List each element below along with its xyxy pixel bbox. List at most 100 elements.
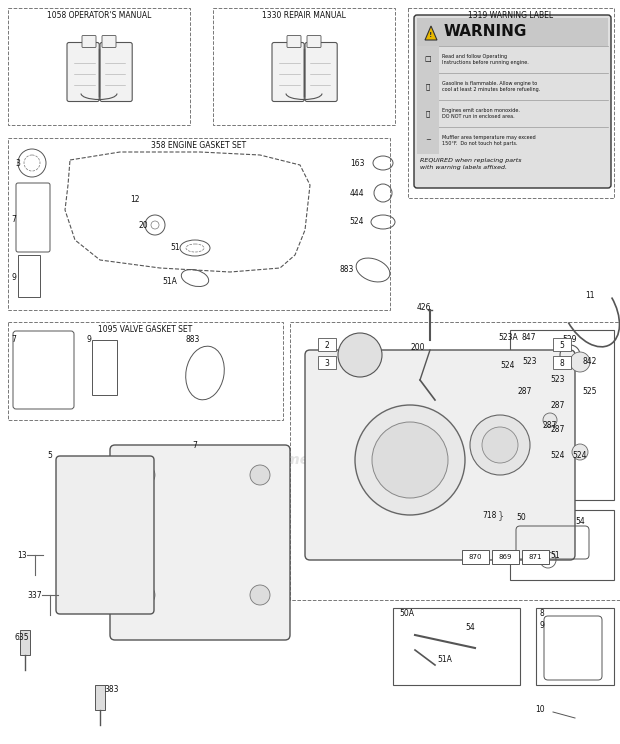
Text: Muffler area temperature may exceed
150°F.  Do not touch hot parts.: Muffler area temperature may exceed 150°… xyxy=(442,135,536,146)
Text: }: } xyxy=(498,510,504,520)
FancyBboxPatch shape xyxy=(287,36,301,48)
Text: 20: 20 xyxy=(138,220,148,229)
Text: 50A: 50A xyxy=(399,609,414,618)
Text: 9: 9 xyxy=(540,621,545,630)
Bar xyxy=(8,8,190,125)
FancyBboxPatch shape xyxy=(305,42,337,101)
Text: 524: 524 xyxy=(501,361,515,370)
FancyBboxPatch shape xyxy=(272,42,304,101)
Text: 383: 383 xyxy=(105,685,119,694)
Circle shape xyxy=(372,422,448,498)
Circle shape xyxy=(482,427,518,463)
Text: 523: 523 xyxy=(523,358,538,367)
Text: 3: 3 xyxy=(16,158,20,167)
Text: Engines emit carbon monoxide.
DO NOT run in enclosed area.: Engines emit carbon monoxide. DO NOT run… xyxy=(442,108,520,119)
Bar xyxy=(417,46,439,73)
Circle shape xyxy=(355,405,465,515)
Text: 842: 842 xyxy=(583,358,597,367)
Text: 51: 51 xyxy=(170,243,180,252)
FancyBboxPatch shape xyxy=(102,36,116,48)
Text: 💨: 💨 xyxy=(426,110,430,117)
Bar xyxy=(290,322,620,600)
Text: 524: 524 xyxy=(551,451,565,460)
Bar xyxy=(9,139,389,152)
Text: 8: 8 xyxy=(560,359,564,368)
Text: 7: 7 xyxy=(12,216,17,225)
Text: 8: 8 xyxy=(540,609,545,618)
Text: 525: 525 xyxy=(583,388,597,397)
Text: Read and follow Operating
Instructions before running engine.: Read and follow Operating Instructions b… xyxy=(442,54,529,65)
Bar xyxy=(393,608,520,685)
Bar xyxy=(18,255,40,297)
Text: □: □ xyxy=(425,57,432,62)
Text: 287: 287 xyxy=(551,426,565,434)
Bar xyxy=(536,608,614,685)
Text: eReplacementParts.com: eReplacementParts.com xyxy=(216,453,404,467)
Text: 5: 5 xyxy=(48,451,53,460)
Text: 718: 718 xyxy=(483,510,497,519)
FancyBboxPatch shape xyxy=(67,42,99,101)
FancyBboxPatch shape xyxy=(305,350,575,560)
Circle shape xyxy=(135,585,155,605)
Bar xyxy=(553,338,571,351)
Polygon shape xyxy=(425,26,437,40)
Text: 2: 2 xyxy=(325,341,329,350)
Bar xyxy=(9,323,282,336)
Bar xyxy=(409,9,613,22)
Text: 426: 426 xyxy=(417,303,432,312)
Bar xyxy=(417,73,439,100)
Bar xyxy=(417,127,439,154)
Text: 9: 9 xyxy=(87,335,91,344)
Bar xyxy=(462,550,489,564)
Circle shape xyxy=(250,465,270,485)
Bar xyxy=(20,630,30,655)
Circle shape xyxy=(543,413,557,427)
Text: 1095 VALVE GASKET SET: 1095 VALVE GASKET SET xyxy=(99,326,193,335)
Text: WARNING: WARNING xyxy=(444,25,528,39)
Text: 1058 OPERATOR'S MANUAL: 1058 OPERATOR'S MANUAL xyxy=(47,11,151,21)
Circle shape xyxy=(338,333,382,377)
Text: 200: 200 xyxy=(410,344,425,353)
Bar xyxy=(522,550,549,564)
Circle shape xyxy=(135,465,155,485)
FancyBboxPatch shape xyxy=(414,15,611,188)
Bar xyxy=(510,510,614,580)
Text: !: ! xyxy=(430,32,433,38)
Text: ~: ~ xyxy=(425,138,431,144)
Text: 54: 54 xyxy=(575,518,585,527)
Bar xyxy=(553,356,571,369)
FancyBboxPatch shape xyxy=(110,445,290,640)
Bar xyxy=(9,9,189,22)
Bar xyxy=(408,8,614,198)
Text: 337: 337 xyxy=(28,591,42,600)
Text: 163: 163 xyxy=(350,158,365,167)
Text: 524: 524 xyxy=(350,217,365,226)
Text: 12: 12 xyxy=(130,196,140,205)
Circle shape xyxy=(572,444,588,460)
Text: 883: 883 xyxy=(186,335,200,344)
Text: 1319 WARNING LABEL: 1319 WARNING LABEL xyxy=(469,11,554,21)
Bar xyxy=(92,340,117,395)
Circle shape xyxy=(570,352,590,372)
Circle shape xyxy=(470,415,530,475)
Text: 1330 REPAIR MANUAL: 1330 REPAIR MANUAL xyxy=(262,11,346,21)
Circle shape xyxy=(250,585,270,605)
FancyBboxPatch shape xyxy=(307,36,321,48)
Bar xyxy=(214,9,394,22)
Text: 847: 847 xyxy=(521,333,536,342)
Text: 3: 3 xyxy=(324,359,329,368)
Text: 54: 54 xyxy=(465,623,475,632)
FancyBboxPatch shape xyxy=(100,42,132,101)
Text: 870: 870 xyxy=(468,554,482,560)
Text: 287: 287 xyxy=(551,400,565,409)
Text: 523: 523 xyxy=(551,376,565,385)
Text: 287: 287 xyxy=(543,420,557,429)
Text: 13: 13 xyxy=(17,551,27,559)
Bar xyxy=(213,8,395,125)
Text: 444: 444 xyxy=(350,188,365,197)
Bar xyxy=(318,338,336,351)
Text: Gasoline is flammable. Allow engine to
cool at least 2 minutes before refueling.: Gasoline is flammable. Allow engine to c… xyxy=(442,81,540,92)
FancyBboxPatch shape xyxy=(82,36,96,48)
Bar xyxy=(318,356,336,369)
Text: REQUIRED when replacing parts
with warning labels affixed.: REQUIRED when replacing parts with warni… xyxy=(420,158,521,170)
